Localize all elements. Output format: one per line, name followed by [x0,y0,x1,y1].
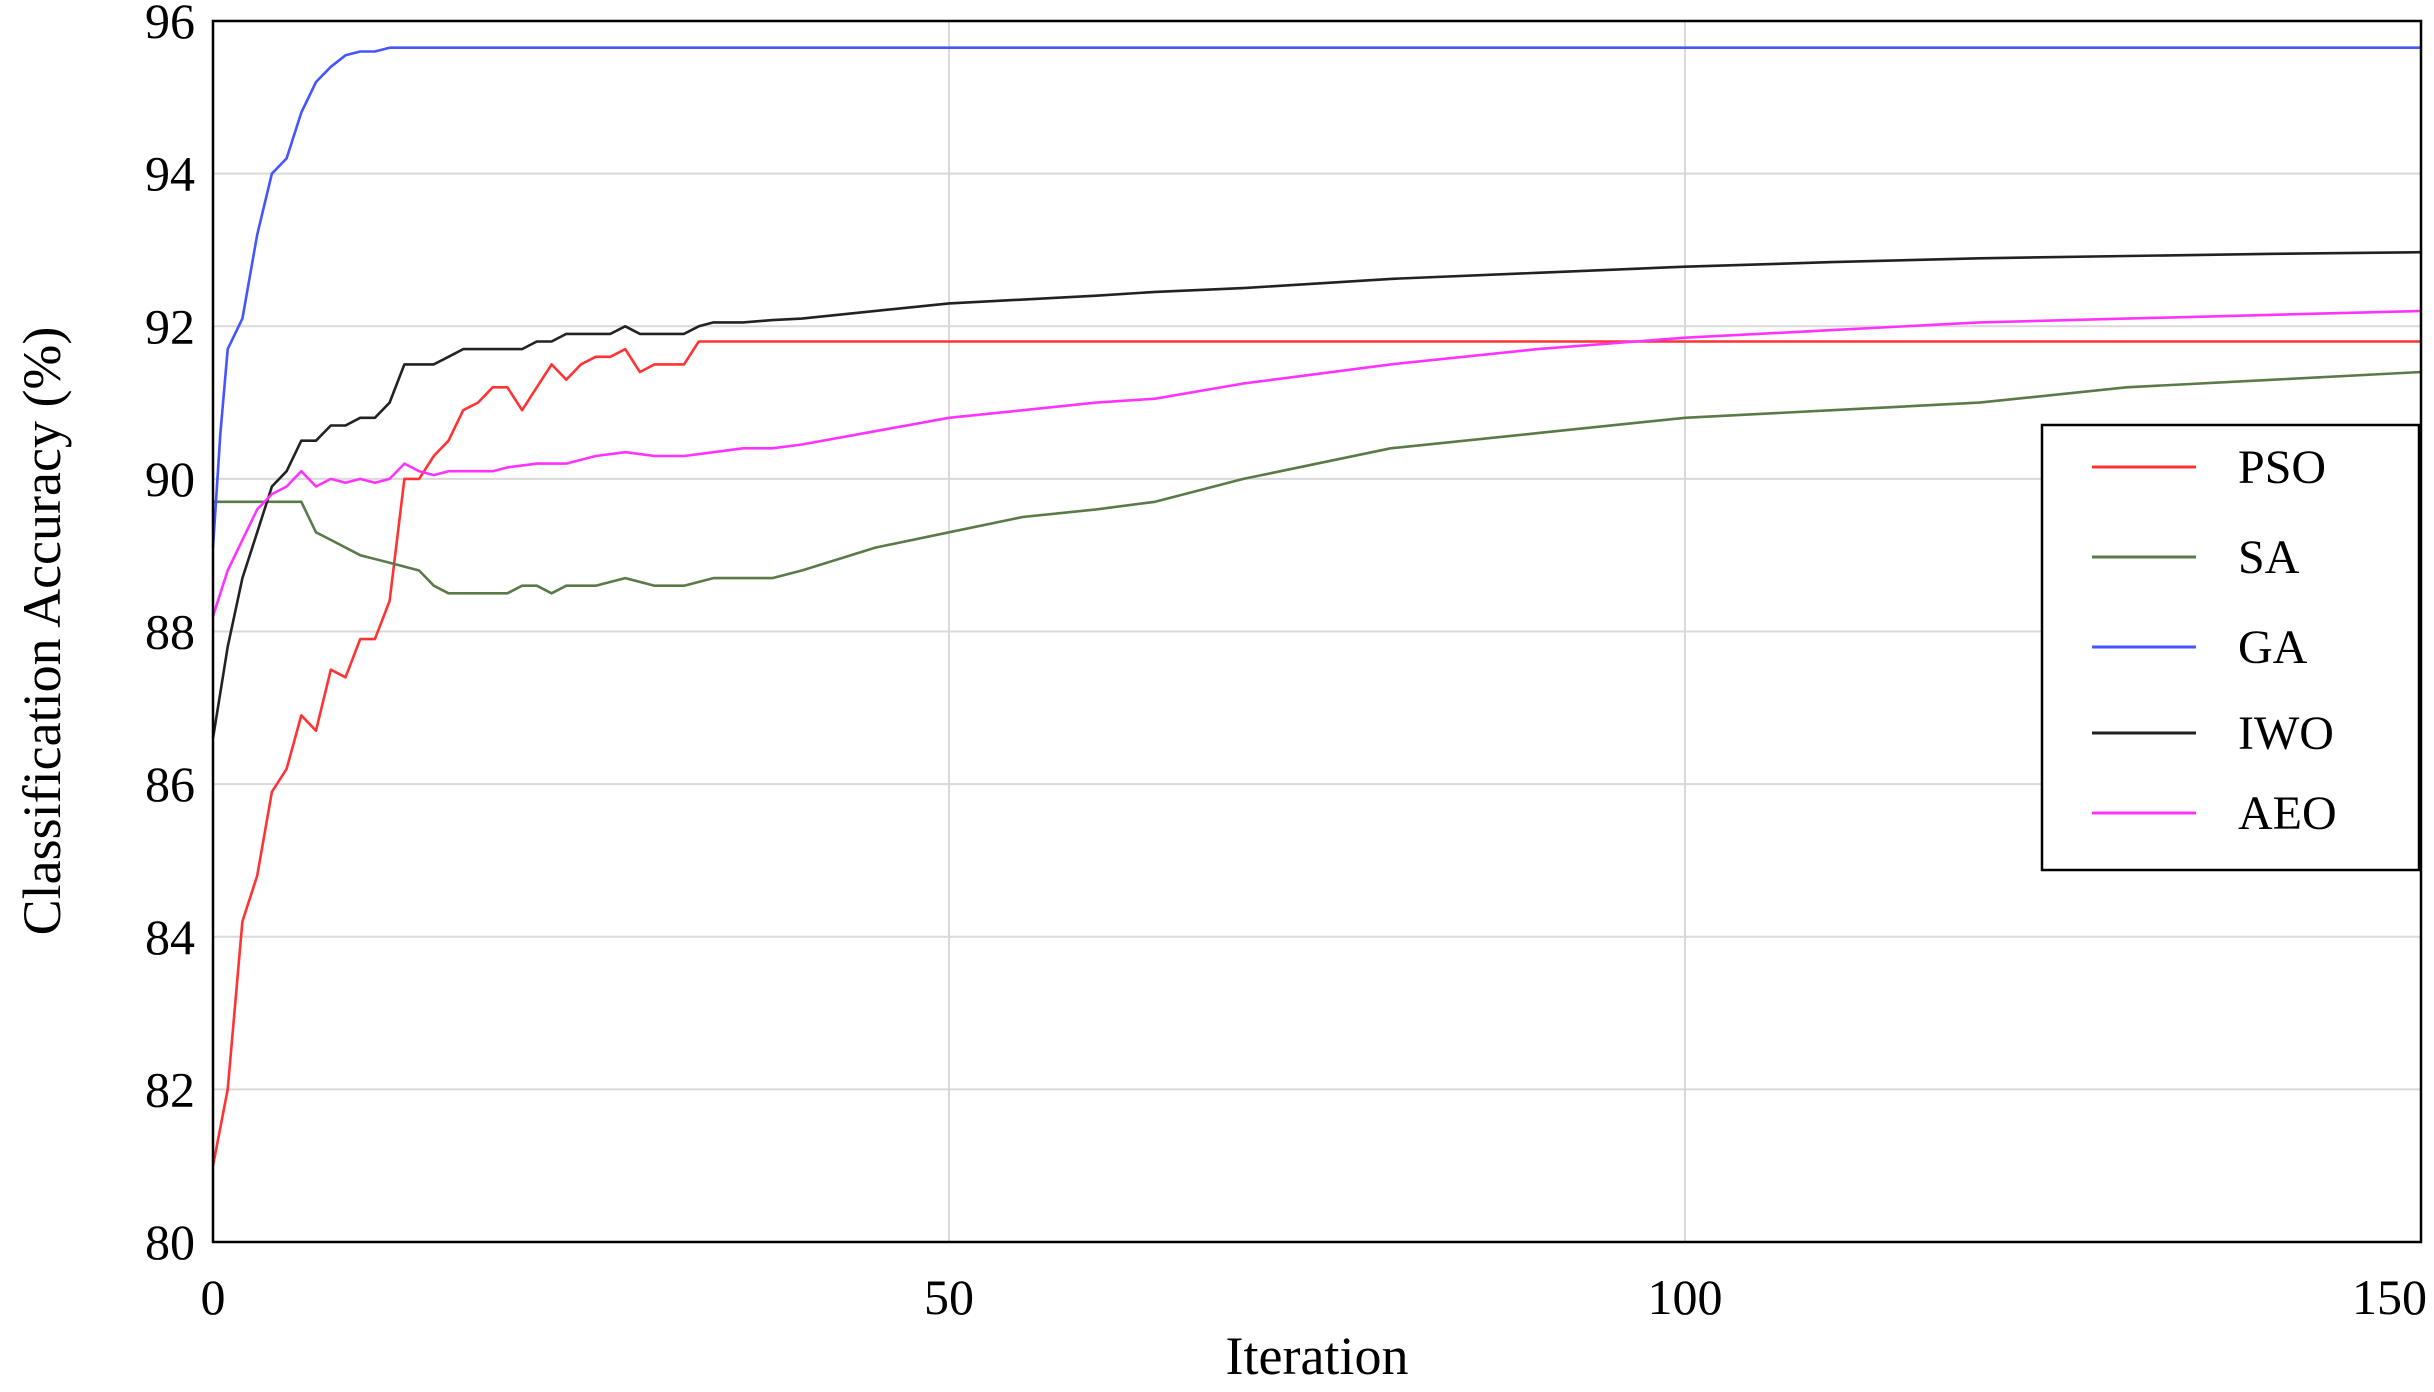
y-tick-label: 84 [145,909,195,965]
legend-label-aeo: AEO [2238,787,2337,840]
y-tick-label: 92 [145,298,195,354]
y-tick-label: 86 [145,756,195,812]
grid-lines [213,21,2421,1242]
x-tick-label: 150 [2352,1269,2427,1325]
legend-label-ga: GA [2238,621,2308,674]
x-tick-label: 100 [1648,1269,1723,1325]
series-line-aeo [211,309,2422,617]
legend-label-sa: SA [2238,531,2300,584]
series-lines [211,46,2422,1166]
legend: PSO SA GA IWO AEO [2040,423,2421,872]
tick-labels: 80 82 84 86 88 90 92 94 96 0 50 100 150 [145,0,2427,1325]
series-line-iwo [211,250,2422,739]
y-tick-label: 88 [145,604,195,660]
y-tick-label: 94 [145,146,195,202]
y-axis-label: Classification Accuracy (%) [12,327,72,936]
x-axis-label: Iteration [1226,1326,1409,1386]
plot-frame [211,19,2423,1244]
y-tick-label: 90 [145,451,195,507]
legend-label-iwo: IWO [2238,707,2334,760]
y-tick-label: 82 [145,1061,195,1117]
series-line-ga [211,46,2421,548]
legend-label-pso: PSO [2238,441,2326,494]
y-tick-label: 80 [145,1214,195,1270]
series-line-sa [213,370,2422,595]
x-tick-label: 50 [924,1269,974,1325]
y-tick-label: 96 [145,0,195,49]
x-tick-label: 0 [201,1269,226,1325]
series-line-pso [211,340,2421,1166]
